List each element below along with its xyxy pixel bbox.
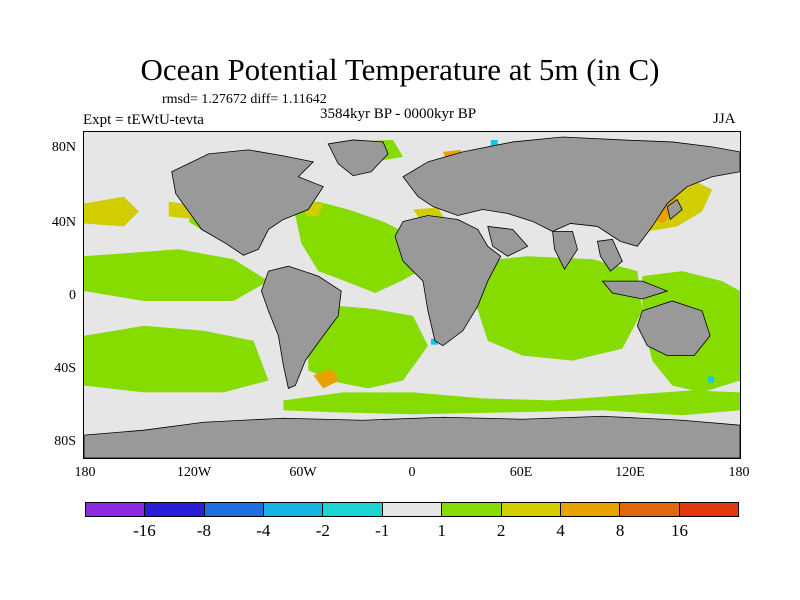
y-tick-label: 80N	[51, 140, 76, 155]
colorbar-label: 8	[615, 521, 625, 540]
x-tick-label: 120W	[176, 465, 212, 480]
antarctica	[84, 415, 740, 458]
colorbar-label: -1	[375, 521, 390, 540]
colorbar-box	[86, 503, 146, 516]
south-america	[261, 265, 342, 389]
colorbar-box	[560, 503, 621, 516]
colorbar	[85, 502, 739, 517]
experiment-label: Expt = tEWtU-tevta	[83, 112, 204, 128]
colorbar-box	[442, 503, 502, 516]
colorbar-box	[620, 503, 680, 516]
colorbar-label: -4	[256, 521, 271, 540]
x-tick-label: 0	[408, 465, 416, 480]
colorbar-box	[501, 503, 561, 516]
japan	[666, 198, 683, 221]
colorbar-label: 4	[556, 521, 565, 540]
y-tick-label: 40N	[51, 215, 76, 230]
season-label: JJA	[713, 111, 736, 127]
colorbar-box	[145, 503, 205, 516]
africa	[394, 215, 502, 347]
x-tick-label: 60W	[289, 465, 317, 480]
india	[552, 230, 578, 270]
chart-title: Ocean Potential Temperature at 5m (in C)	[140, 52, 660, 87]
colorbar-box	[264, 503, 324, 516]
north-america	[171, 149, 324, 256]
colorbar-label: -2	[315, 521, 330, 540]
x-tick-label: 60E	[509, 465, 533, 480]
y-tick-label: 80S	[54, 434, 76, 449]
stats-label: rmsd= 1.27672 diff= 1.11642	[162, 92, 327, 107]
y-tick-label: 40S	[54, 361, 76, 376]
colorbar-box	[679, 503, 738, 516]
land-masses	[84, 136, 740, 458]
world-map	[83, 131, 741, 459]
y-tick-label: 0	[69, 288, 76, 303]
indonesia	[601, 280, 669, 300]
australia	[636, 300, 711, 357]
greenland	[327, 139, 389, 177]
period-label: 3584kyr BP - 0000kyr BP	[320, 106, 477, 122]
colorbar-label: -8	[196, 521, 211, 540]
colorbar-box	[323, 503, 383, 516]
colorbar-label: 2	[496, 521, 506, 540]
colorbar-box	[204, 503, 265, 516]
colorbar-label: 1	[437, 521, 446, 540]
southeast-asia	[596, 238, 623, 272]
colorbar-label: 16	[671, 521, 689, 540]
arabia	[487, 225, 529, 257]
eurasia	[402, 136, 740, 247]
x-tick-label: 120E	[615, 465, 645, 480]
x-tick-label: 180	[74, 465, 96, 480]
colorbar-box	[382, 503, 443, 516]
x-tick-label: 180	[728, 465, 750, 480]
colorbar-label: -16	[133, 521, 156, 540]
